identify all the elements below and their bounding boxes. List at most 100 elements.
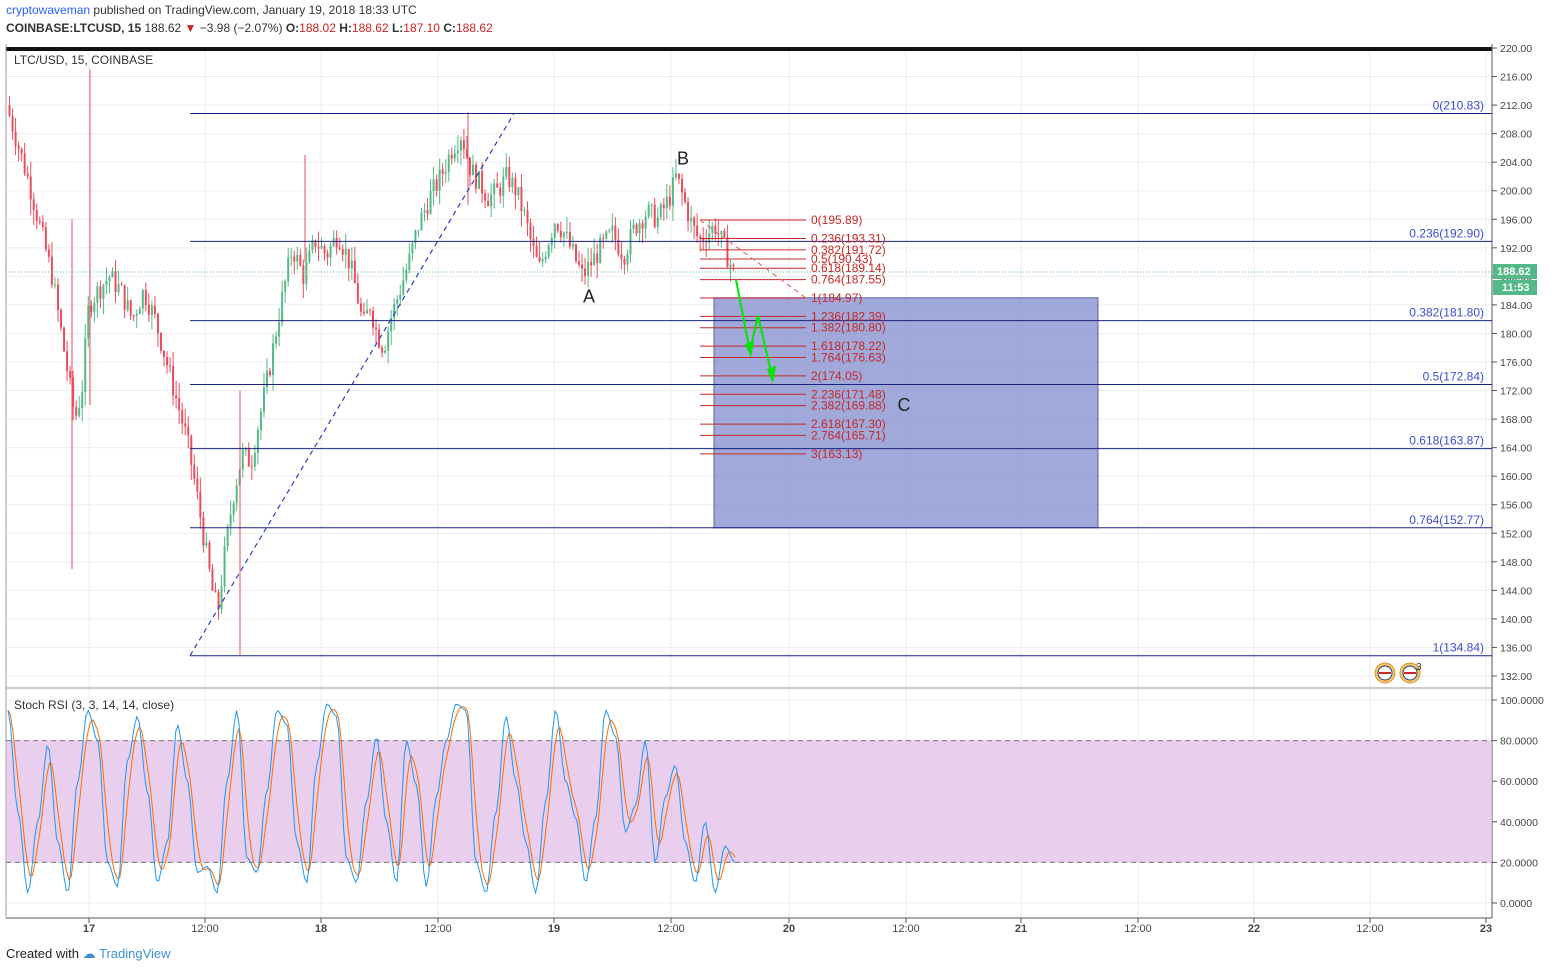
candle-body	[441, 169, 444, 174]
footer-brand[interactable]: TradingView	[99, 946, 171, 961]
candle-body	[405, 270, 408, 281]
time-tick-label: 18	[315, 923, 327, 935]
main-legend: LTC/USD, 15, COINBASE	[14, 53, 153, 67]
candle-body	[599, 237, 602, 263]
fib-extension-label: 0.618(189.14)	[811, 261, 886, 275]
candle-body	[96, 286, 99, 303]
candle-body	[256, 430, 259, 454]
candle-body	[302, 265, 305, 284]
candle-body	[111, 271, 114, 278]
candle-body	[341, 249, 344, 255]
candle-body	[153, 305, 156, 314]
candle-body	[653, 204, 656, 228]
candle-body	[275, 336, 278, 344]
candle-body	[478, 171, 481, 189]
candle-body	[305, 262, 308, 284]
candle-body	[368, 310, 371, 312]
candle-body	[659, 204, 662, 218]
candle-body	[175, 395, 178, 398]
time-tick-label: 23	[1480, 923, 1492, 935]
candle-body	[329, 245, 332, 258]
price-tick-label: 156.00	[1500, 500, 1532, 512]
candle-body	[381, 347, 384, 353]
candle-body	[481, 171, 484, 194]
time-tick-label: 21	[1015, 923, 1027, 935]
candle-body	[714, 225, 717, 235]
fib-retracement-label: 0.764(152.77)	[1409, 513, 1484, 527]
price-tick-label: 208.00	[1500, 129, 1532, 141]
candle-body	[568, 231, 571, 247]
fib-extension-label: 1.618(178.22)	[811, 339, 886, 353]
down-arrow-icon: ▼	[184, 21, 197, 35]
candle-body	[611, 225, 614, 231]
price-tick-label: 192.00	[1500, 243, 1532, 255]
price-tick-label: 168.00	[1500, 414, 1532, 426]
trend-line-red	[699, 219, 807, 299]
candle-body	[53, 284, 56, 286]
flag-icon-2[interactable]	[1399, 662, 1421, 684]
candle-body	[87, 305, 90, 339]
price-tick-label: 200.00	[1500, 186, 1532, 198]
candle-body	[150, 305, 153, 315]
candle-body	[702, 238, 705, 242]
candle-body	[650, 204, 653, 206]
osc-legend: Stoch RSI (3, 3, 14, 14, close)	[14, 698, 174, 712]
candle-body	[417, 230, 420, 232]
candle-body	[338, 247, 341, 250]
candle-body	[23, 153, 26, 174]
time-tick-label: 12:00	[424, 923, 452, 935]
candle-body	[311, 240, 314, 251]
candle-body	[229, 514, 232, 527]
candle-body	[199, 491, 202, 518]
high-label: H:	[339, 21, 352, 35]
candle-body	[541, 259, 544, 262]
fib-extension-label: 2.236(171.48)	[811, 387, 886, 401]
price-tick-label: 216.00	[1500, 72, 1532, 84]
time-axis[interactable]: 17 12:00 18 12:00 19 12:00 20 12:00 21 12:00 22 12:…	[83, 918, 1492, 935]
publish-info: cryptowaveman published on TradingView.c…	[6, 3, 417, 17]
candle-body	[596, 253, 599, 263]
fib-extension-label: 1.382(180.80)	[811, 321, 886, 335]
candle-body	[287, 257, 290, 282]
candle-body	[708, 233, 711, 243]
candle-body	[102, 285, 105, 299]
candle-body	[605, 231, 608, 239]
candle-body	[35, 210, 38, 221]
oscillator-axis[interactable]: 100.0000 80.0000 60.0000 40.0000 20.0000 0.00…	[1492, 695, 1544, 910]
high-value: 188.62	[351, 21, 389, 35]
price-tick-label: 176.00	[1500, 357, 1532, 369]
candle-body	[320, 246, 323, 249]
candle-body	[344, 249, 347, 255]
candle-body	[272, 343, 275, 376]
fib-extension-label: 0.236(193.31)	[811, 231, 886, 245]
candle-body	[475, 164, 478, 189]
candle-body	[232, 503, 235, 515]
candle-body	[11, 115, 14, 132]
author-link[interactable]: cryptowaveman	[6, 3, 91, 17]
candle-body	[432, 179, 435, 192]
candle-body	[141, 289, 144, 309]
arrow-head-icon	[767, 365, 776, 384]
candle-body	[499, 187, 502, 196]
time-tick-label: 12:00	[1356, 923, 1384, 935]
flag-icon[interactable]	[1374, 662, 1396, 684]
candle-body	[514, 177, 517, 196]
fib-retracement-label: 0.5(172.84)	[1423, 370, 1484, 384]
candle-body	[614, 225, 617, 240]
candle-body	[423, 210, 426, 213]
candle-body	[496, 183, 499, 188]
drawings: 0(210.83) 0.236(192.90) 0.382(181.80) 0.5(1…	[189, 98, 1492, 657]
candle-body	[484, 193, 487, 201]
candle-body	[411, 243, 414, 254]
candle-body	[202, 517, 205, 546]
fib-extension-label: 2.764(165.71)	[811, 428, 886, 442]
candle-body	[144, 289, 147, 305]
candle-body	[114, 271, 117, 292]
footer-created: Created with	[6, 946, 79, 961]
close-value: 188.62	[455, 21, 493, 35]
fib-extension-label: 2.618(167.30)	[811, 417, 886, 431]
price-axis[interactable]: 220.00 216.00 212.00 208.00 204.00 200.00 196.…	[1492, 43, 1532, 683]
candle-body	[602, 237, 605, 239]
wave-label: B	[677, 148, 689, 168]
